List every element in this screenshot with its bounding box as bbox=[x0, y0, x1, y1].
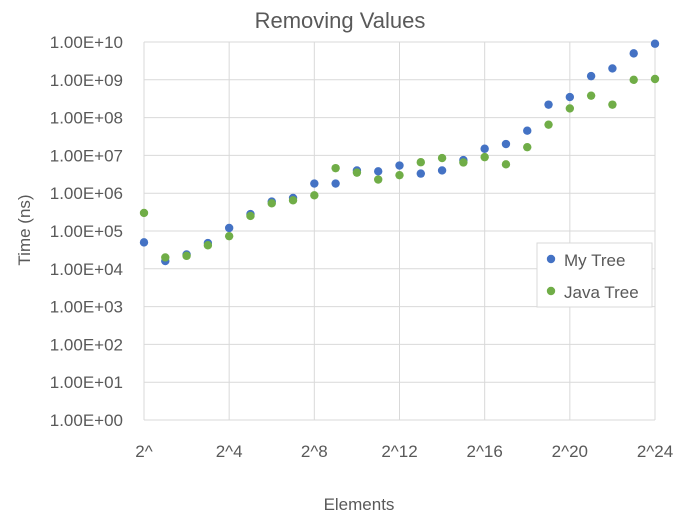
data-point bbox=[565, 104, 575, 113]
y-tick-label: 1.00E+09 bbox=[50, 71, 123, 90]
x-axis-ticks: 2^ 2^4 2^8 2^12 2^16 2^20 2^24 bbox=[135, 442, 673, 461]
data-point bbox=[480, 144, 489, 153]
data-point bbox=[608, 100, 617, 109]
data-point bbox=[139, 238, 149, 247]
x-tick-label: 2^16 bbox=[466, 442, 502, 461]
data-point bbox=[224, 231, 234, 241]
y-tick-label: 1.00E+01 bbox=[50, 373, 123, 392]
data-point bbox=[650, 74, 660, 84]
x-tick-label: 2^12 bbox=[381, 442, 417, 461]
data-point bbox=[459, 158, 468, 167]
data-point bbox=[586, 71, 596, 81]
data-point bbox=[224, 223, 234, 233]
data-point bbox=[374, 167, 383, 176]
y-tick-label: 1.00E+07 bbox=[50, 146, 123, 165]
y-tick-label: 1.00E+08 bbox=[50, 109, 123, 128]
data-point bbox=[161, 253, 170, 262]
data-points bbox=[139, 39, 660, 266]
data-point bbox=[650, 39, 660, 48]
x-tick-label: 2^20 bbox=[552, 442, 588, 461]
data-point bbox=[501, 160, 511, 169]
data-point bbox=[352, 168, 362, 177]
legend: My Tree Java Tree bbox=[536, 242, 653, 308]
data-point bbox=[310, 179, 319, 188]
data-point bbox=[203, 241, 213, 250]
y-tick-label: 1.00E+00 bbox=[50, 411, 123, 430]
data-point bbox=[416, 169, 425, 178]
data-point bbox=[608, 64, 617, 73]
data-point bbox=[331, 179, 340, 188]
x-tick-label: 2^8 bbox=[301, 442, 328, 461]
data-point bbox=[395, 161, 404, 170]
data-point bbox=[310, 191, 319, 200]
series-java-tree bbox=[139, 74, 660, 262]
y-tick-label: 1.00E+06 bbox=[50, 184, 123, 203]
data-point bbox=[523, 126, 532, 135]
data-point bbox=[480, 152, 489, 162]
data-point bbox=[374, 175, 383, 184]
y-axis-label: Time (ns) bbox=[15, 194, 34, 265]
data-point bbox=[437, 166, 447, 175]
data-point bbox=[139, 208, 149, 218]
y-tick-label: 1.00E+04 bbox=[50, 260, 123, 279]
y-tick-label: 1.00E+03 bbox=[50, 298, 123, 317]
data-point bbox=[246, 211, 255, 221]
data-point bbox=[182, 251, 191, 261]
chart-title: Removing Values bbox=[255, 8, 426, 33]
data-point bbox=[288, 196, 298, 205]
y-axis-ticks: 1.00E+00 1.00E+01 1.00E+02 1.00E+03 1.00E+04… bbox=[50, 33, 123, 430]
x-tick-label: 2^24 bbox=[637, 442, 673, 461]
x-tick-label: 2^4 bbox=[216, 442, 243, 461]
legend-marker bbox=[546, 254, 556, 264]
x-axis-label: Elements bbox=[324, 495, 395, 514]
grid bbox=[143, 41, 656, 421]
data-point bbox=[544, 100, 553, 109]
data-point bbox=[523, 142, 532, 152]
data-point bbox=[331, 163, 340, 173]
legend-label: My Tree bbox=[564, 251, 625, 270]
data-point bbox=[586, 91, 596, 100]
x-tick-label: 2^ bbox=[135, 442, 152, 461]
legend-label: Java Tree bbox=[564, 283, 639, 302]
data-point bbox=[629, 75, 638, 85]
data-point bbox=[416, 158, 425, 167]
data-point bbox=[544, 120, 553, 129]
legend-marker bbox=[546, 286, 556, 296]
data-point bbox=[501, 139, 511, 149]
data-point bbox=[565, 92, 575, 102]
y-tick-label: 1.00E+02 bbox=[50, 335, 123, 354]
data-point bbox=[267, 199, 276, 208]
y-tick-label: 1.00E+05 bbox=[50, 222, 123, 241]
data-point bbox=[629, 49, 638, 58]
legend-box bbox=[536, 242, 653, 308]
data-point bbox=[437, 153, 447, 163]
data-point bbox=[395, 170, 404, 180]
y-tick-label: 1.00E+10 bbox=[50, 33, 123, 52]
